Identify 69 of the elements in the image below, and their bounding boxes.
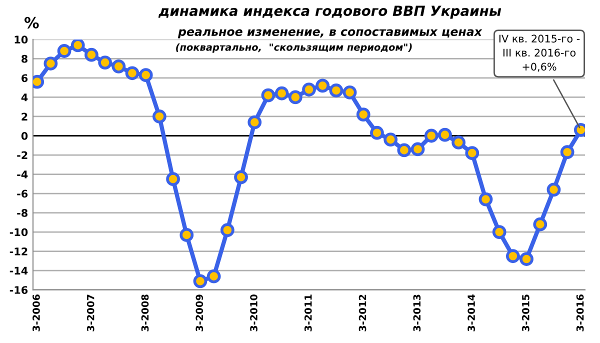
y-tick-label: 6 [22,74,28,82]
point [438,128,452,142]
point [152,110,166,124]
point [478,192,493,206]
point [302,82,316,96]
point [424,128,438,143]
point [546,182,561,197]
x-tick-label: 3-2010 [250,294,258,332]
chart-title: динамика индекса годового ВВП Украины [158,6,502,19]
point [44,56,58,70]
point [329,84,344,98]
x-tick-label: 3-2016 [576,294,584,332]
y-tick-label: -4 [17,170,28,178]
x-tick-label: 3-2011 [304,294,312,332]
y-tick-label: -8 [17,209,28,217]
point [316,78,330,93]
point [560,145,574,160]
point [193,274,208,288]
y-tick-label: -14 [10,266,28,275]
point [288,90,302,104]
point [533,217,548,232]
point [98,56,112,70]
point [274,86,289,100]
x-tick-label: 3-2015 [522,294,530,332]
y-tick-label: 0 [21,132,28,140]
chart-subtitle: реальное изменение, в сопоставимых ценах [178,29,482,38]
point [166,172,180,186]
point [180,228,194,242]
point [234,170,248,184]
point [506,249,520,264]
point [112,59,126,74]
point [84,48,98,62]
point [465,146,480,160]
point [520,252,534,266]
y-tick-label: 2 [22,112,28,120]
x-tick-label: 3-2012 [358,294,366,332]
point [397,143,412,158]
point [248,115,262,130]
point [138,68,153,82]
y-tick-label: -12 [10,248,28,256]
y-tick-label: 8 [22,54,28,63]
point [342,85,357,100]
point [452,136,466,150]
point [410,142,425,156]
y-tick-label: 4 [21,94,28,102]
point [384,132,398,147]
x-tick-label: 3-2014 [468,294,475,332]
y-tick-label: -16 [10,286,28,294]
y-tick-label: -10 [10,228,28,236]
annotation: (поквартально, "скользящим периодом") [176,43,412,53]
point [356,108,370,122]
y-tick-label: 10 [14,36,28,44]
point [206,269,221,284]
y-tick-label: -2 [17,151,28,159]
x-tick-label: 3-2007 [86,294,94,332]
point [57,44,72,58]
point [492,225,506,239]
x-tick-label: 3-2008 [141,294,149,332]
point [370,126,384,140]
point [220,223,234,238]
x-tick-label: 3-2009 [196,294,204,332]
x-tick-label: 3-2013 [413,294,421,332]
annotation: IV кв. 2015-го - III кв. 2016-го +0,6% [499,34,580,72]
x-tick-label: 3-2006 [32,294,40,332]
y-tick-label: -6 [17,190,28,198]
point [125,66,140,80]
point [261,88,276,102]
y-axis-title: % [24,16,39,28]
point [70,39,85,52]
